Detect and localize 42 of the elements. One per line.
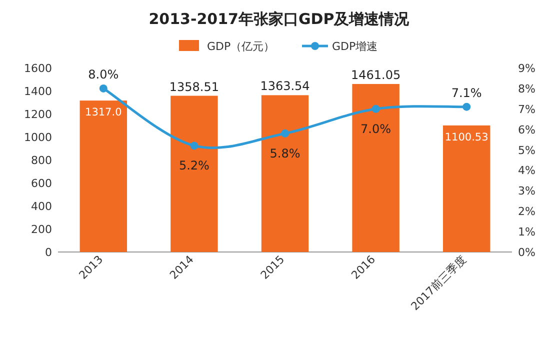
y-tick-label: 200	[31, 223, 52, 236]
chart-title: 2013-2017年张家口GDP及增速情况	[148, 10, 410, 28]
y2-tick-label: 4%	[518, 164, 536, 178]
data-label: 1461.05	[350, 68, 401, 82]
data-label: 1363.54	[260, 79, 310, 94]
bar	[170, 96, 218, 252]
data-label: 7.1%	[451, 86, 482, 100]
y2-tick-label: 1%	[518, 226, 536, 239]
data-label: 7.0%	[360, 122, 392, 136]
point	[281, 129, 289, 138]
y-tick-label: 1000	[24, 131, 52, 144]
bar	[80, 100, 128, 252]
y2-tick-label: 7%	[518, 102, 536, 116]
point	[372, 104, 380, 113]
legend-label: GDP增速	[332, 40, 378, 53]
y-tick-label: 600	[31, 177, 52, 190]
data-label: 1100.53	[444, 131, 488, 144]
data-label: 1317.0	[85, 106, 122, 119]
point	[462, 102, 471, 111]
y2-tick-label: 8%	[518, 82, 536, 96]
y2-tick-label: 0%	[518, 246, 536, 259]
y2-tick-label: 2%	[518, 205, 536, 218]
point	[190, 142, 198, 150]
bar	[261, 95, 309, 252]
data-label: 8.0%	[88, 67, 119, 82]
y2-tick-label: 5%	[518, 144, 536, 157]
y2-tick-label: 6%	[518, 123, 536, 136]
bar	[442, 125, 490, 252]
y-tick-label: 800	[31, 154, 52, 167]
y-tick-label: 1200	[24, 108, 52, 121]
y2-tick-label: 9%	[518, 62, 536, 75]
y-tick-label: 1600	[24, 62, 52, 75]
y2-tick-label: 3%	[518, 184, 536, 198]
data-label: 5.8%	[270, 146, 300, 160]
y-tick-label: 400	[31, 200, 52, 213]
point	[99, 84, 108, 92]
bar	[352, 84, 400, 252]
y-tick-label: 0	[45, 246, 52, 259]
data-label: 5.2%	[178, 158, 210, 173]
y-tick-label: 1400	[24, 85, 52, 98]
data-label: 1358.51	[169, 80, 220, 94]
legend-label: GDP（亿元）	[207, 40, 275, 53]
